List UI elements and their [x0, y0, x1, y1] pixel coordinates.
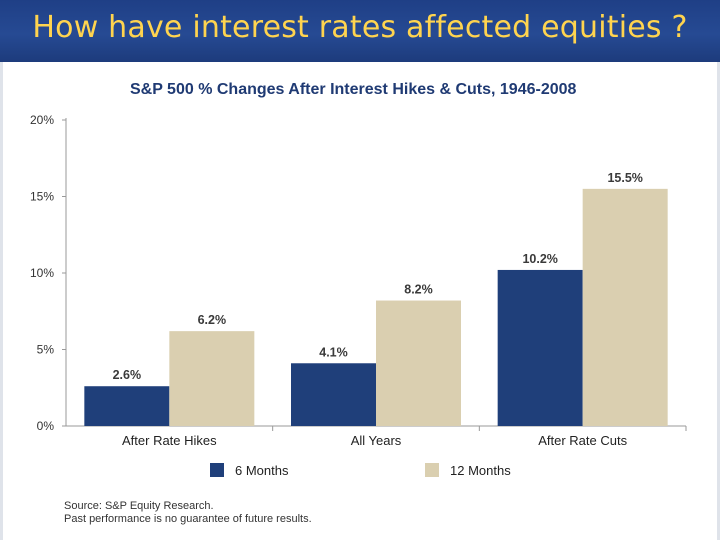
- data-label: 10.2%: [522, 252, 557, 266]
- y-tick-label: 20%: [30, 113, 54, 127]
- y-tick-label: 0%: [37, 419, 55, 433]
- y-tick-label: 10%: [30, 266, 54, 280]
- data-label: 15.5%: [607, 171, 642, 185]
- bar-chart: S&P 500 % Changes After Interest Hikes &…: [30, 81, 687, 478]
- bar: [84, 386, 170, 426]
- bar: [582, 188, 668, 426]
- legend-swatch: [210, 463, 224, 477]
- data-label: 8.2%: [404, 283, 433, 297]
- bar: [376, 300, 461, 426]
- data-label: 6.2%: [198, 313, 227, 327]
- category-label: After Rate Cuts: [538, 433, 627, 448]
- bar: [169, 331, 255, 426]
- data-label: 2.6%: [113, 368, 142, 382]
- bar: [497, 269, 583, 426]
- y-tick-label: 5%: [37, 343, 55, 357]
- legend-label: 12 Months: [450, 463, 511, 478]
- disclaimer-note: Past performance is no guarantee of futu…: [64, 513, 312, 525]
- bar: [291, 363, 376, 426]
- category-label: After Rate Hikes: [122, 433, 217, 448]
- source-note: Source: S&P Equity Research.: [64, 500, 214, 512]
- page-title: How have interest rates affected equitie…: [32, 10, 688, 45]
- legend-swatch: [425, 463, 439, 477]
- category-label: All Years: [351, 433, 402, 448]
- y-tick-label: 15%: [30, 190, 54, 204]
- left-border: [0, 62, 3, 540]
- chart-title: S&P 500 % Changes After Interest Hikes &…: [130, 81, 577, 98]
- right-border: [717, 62, 720, 540]
- legend-label: 6 Months: [235, 463, 289, 478]
- title-banner: How have interest rates affected equitie…: [0, 0, 720, 62]
- data-label: 4.1%: [319, 345, 348, 359]
